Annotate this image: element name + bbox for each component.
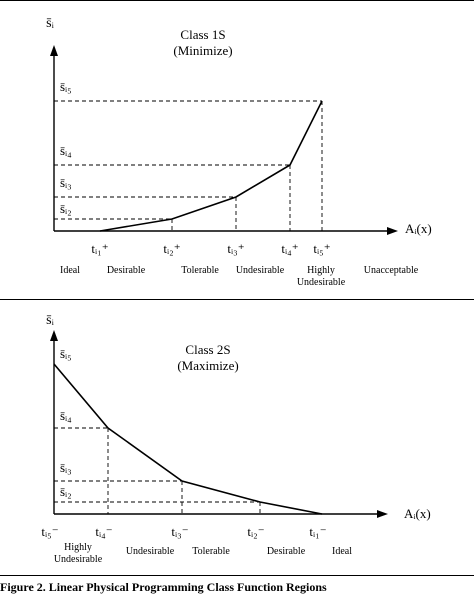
tick-label: tᵢ₅⁺ (313, 241, 330, 256)
level-label: s̄ᵢ₃ (60, 460, 72, 475)
axis-label-y: s̄ᵢ (46, 16, 55, 31)
tick-label: tᵢ₂⁺ (163, 241, 180, 256)
panel-title: Class 1S (180, 27, 225, 42)
tick-label: tᵢ₂⁻ (247, 524, 264, 539)
x-axis-arrow (377, 510, 388, 518)
tick-label: tᵢ₃⁻ (171, 524, 188, 539)
axis-label-x: Aᵢ(x) (405, 221, 432, 236)
guide-lines (54, 100, 323, 231)
region-label: Ideal (332, 546, 352, 557)
class-function-curve (99, 100, 323, 232)
region-label: Tolerable (181, 265, 219, 276)
region-label: Desirable (107, 265, 146, 276)
region-label: Desirable (267, 546, 306, 557)
y-axis-arrow (50, 330, 58, 341)
class-2s-panel: s̄ᵢ Class 2S (Maximize) Aᵢ(x) s̄ᵢ₅ s̄ᵢ₄ … (0, 300, 474, 576)
level-label: s̄ᵢ₅ (60, 346, 72, 361)
figure-caption: Figure 2. Linear Physical Programming Cl… (0, 580, 327, 594)
axis-label-y: s̄ᵢ (46, 313, 55, 328)
level-label: s̄ᵢ₂ (60, 201, 72, 216)
panel-title: Class 2S (185, 342, 230, 357)
class-1s-panel: s̄ᵢ Class 1S (Minimize) Aᵢ(x) s̄ᵢ₅ s̄ᵢ₄ … (0, 0, 474, 300)
level-label: s̄ᵢ₄ (60, 143, 72, 158)
class-function-curve (53, 363, 323, 515)
region-label: Tolerable (192, 546, 230, 557)
y-axis-arrow (50, 45, 58, 56)
region-label: Highly (64, 542, 92, 553)
axis-label-x: Aᵢ(x) (404, 506, 431, 521)
region-label: Undesirable (126, 546, 175, 557)
class-2s-diagram: s̄ᵢ Class 2S (Maximize) Aᵢ(x) s̄ᵢ₅ s̄ᵢ₄ … (41, 313, 431, 565)
tick-label: tᵢ₃⁺ (227, 241, 244, 256)
tick-label: tᵢ₄⁺ (281, 241, 298, 256)
region-label: Unacceptable (364, 265, 419, 276)
tick-label: tᵢ₄⁻ (95, 524, 112, 539)
panel-subtitle: (Minimize) (173, 43, 232, 58)
tick-label: tᵢ₁⁻ (309, 524, 326, 539)
region-label: Undesirable (54, 554, 103, 565)
class-1s-diagram: s̄ᵢ Class 1S (Minimize) Aᵢ(x) s̄ᵢ₅ s̄ᵢ₄ … (46, 16, 432, 288)
tick-label: tᵢ₁⁺ (91, 241, 108, 256)
region-label: Undesirable (297, 277, 346, 288)
x-axis-arrow (387, 227, 398, 235)
panel-subtitle: (Maximize) (177, 358, 238, 373)
tick-label: tᵢ₅⁻ (41, 524, 58, 539)
region-label: Highly (307, 265, 335, 276)
level-label: s̄ᵢ₅ (60, 79, 72, 94)
region-label: Undesirable (236, 265, 285, 276)
level-label: s̄ᵢ₄ (60, 408, 72, 423)
level-label: s̄ᵢ₂ (60, 484, 72, 499)
guide-lines (54, 427, 261, 514)
level-label: s̄ᵢ₃ (60, 175, 72, 190)
region-label: Ideal (60, 265, 80, 276)
